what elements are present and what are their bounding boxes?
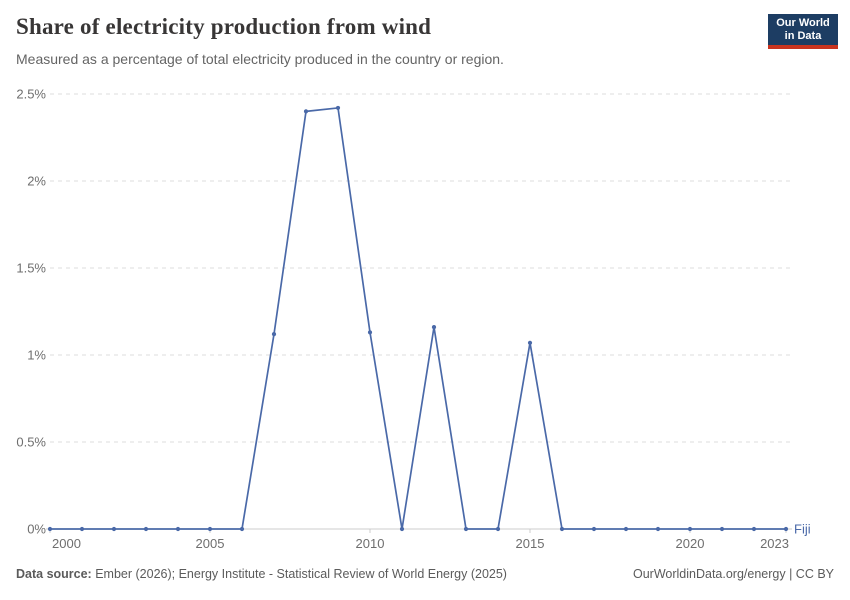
series-label: Fiji [794,522,811,537]
y-tick-label: 1.5% [16,261,46,276]
data-point [655,526,661,532]
y-tick-label: 0% [27,522,46,537]
data-point [175,526,181,532]
data-point [207,526,213,532]
logo-line-2: in Data [784,29,822,42]
x-tick-label: 2010 [356,536,385,551]
data-point [367,330,373,335]
data-point [751,526,757,532]
data-point [271,332,277,337]
logo-line-1: Our World [776,16,830,29]
data-point [623,526,629,532]
y-tick-label: 2% [27,174,46,189]
data-point [79,526,85,532]
data-source-text: Ember (2026); Energy Institute - Statist… [91,567,507,581]
data-point [527,340,533,345]
chart-footer: Data source: Ember (2026); Energy Instit… [16,567,834,581]
x-tick-label: 2023 [760,536,789,551]
data-point [591,526,597,532]
y-tick-label: 0.5% [16,435,46,450]
series-line-fiji [50,107,786,530]
x-tick-label: 2020 [676,536,705,551]
chart-svg: 0% 0.5% 1% 1.5% 2% 2.5% 2000 2005 2010 2015 2020 20… [16,87,811,552]
owid-logo: Our World in Data [768,14,838,49]
x-tick-label: 2015 [516,536,545,551]
data-point [559,526,565,532]
data-point [431,325,437,330]
data-point [495,526,501,532]
data-point [47,526,53,532]
data-point [111,526,117,532]
data-point [783,526,789,532]
data-point [303,109,309,114]
data-point [463,526,469,532]
chart-subtitle: Measured as a percentage of total electr… [16,51,504,67]
data-point [335,105,341,111]
data-point [687,526,693,532]
x-tick-label: 2000 [52,536,81,551]
x-tick-label: 2005 [196,536,225,551]
page-title: Share of electricity production from win… [16,14,432,39]
y-tick-label: 1% [27,348,46,363]
data-point [399,526,405,532]
data-point [239,526,245,532]
data-point [719,526,725,532]
credit-line: OurWorldinData.org/energy | CC BY [632,567,834,581]
data-source-label: Data source: [16,567,92,581]
y-tick-label: 2.5% [16,87,46,102]
data-point [143,526,149,532]
data-source: Data source: Ember (2026); Energy Instit… [16,567,507,581]
